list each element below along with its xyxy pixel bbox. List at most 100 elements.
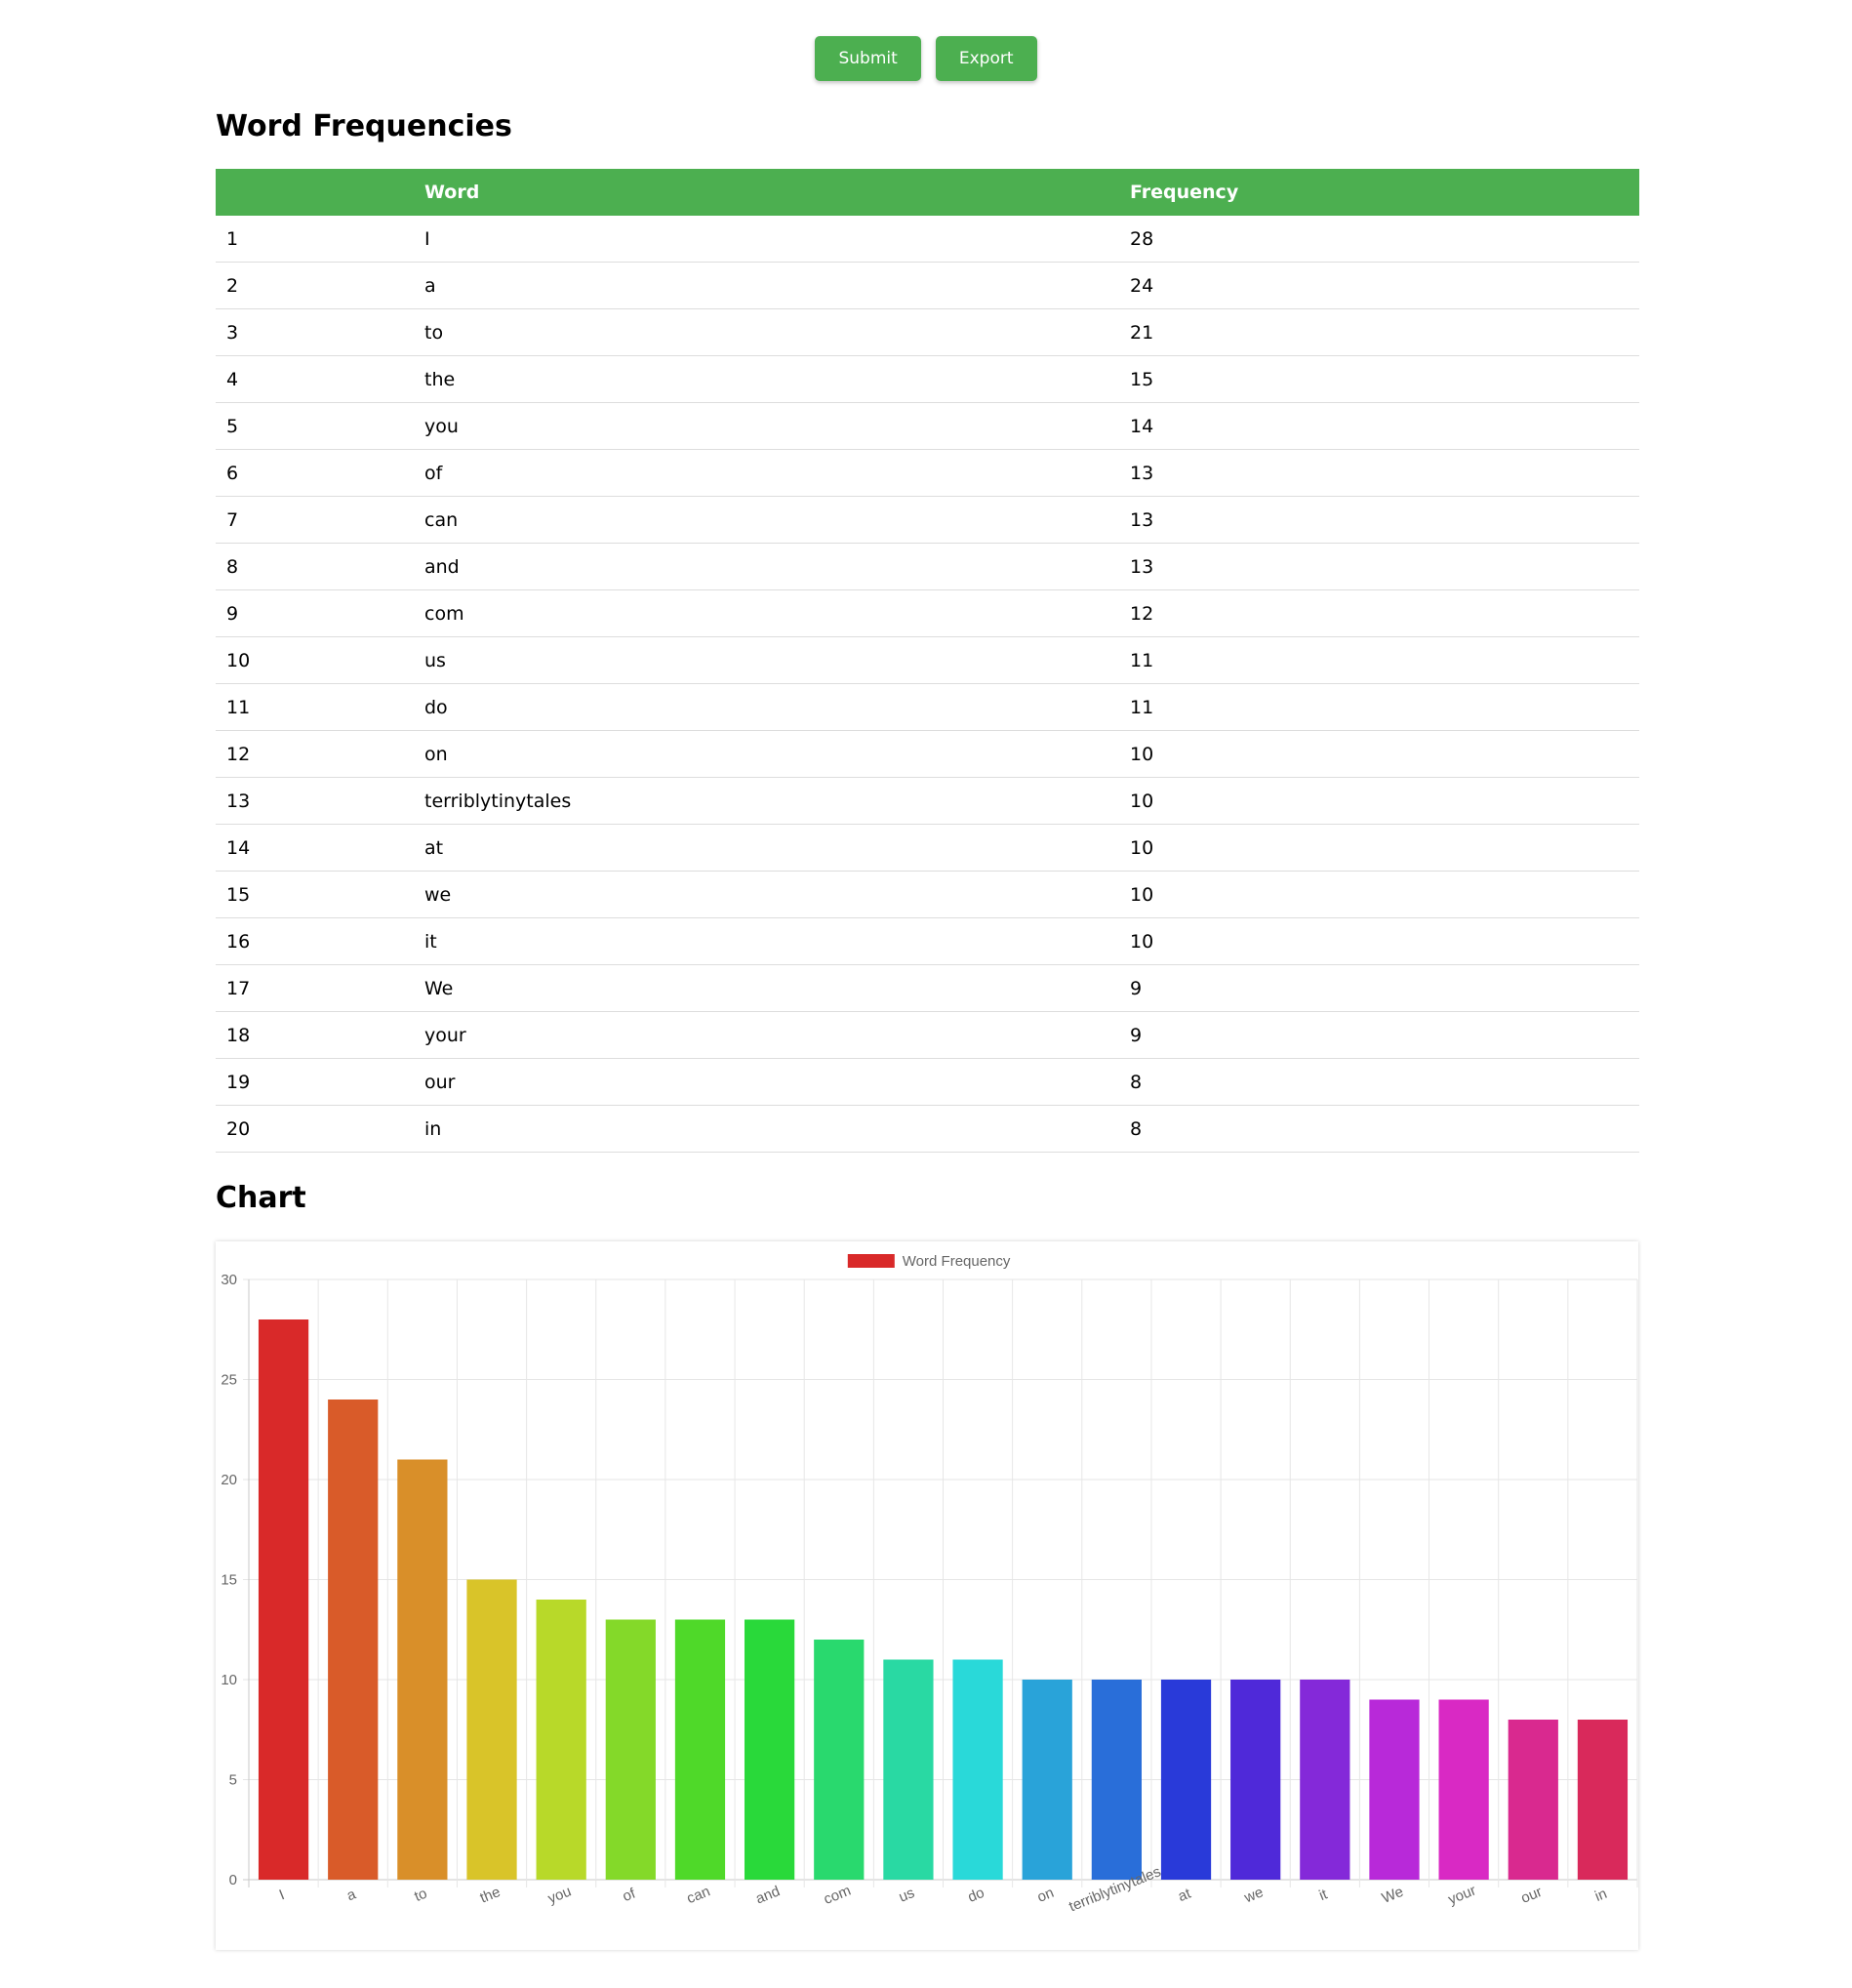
word-cell: at (414, 824, 1119, 872)
rank-cell: 14 (216, 824, 414, 872)
x-tick-label: a (344, 1886, 359, 1904)
x-tick-label: com (822, 1883, 854, 1908)
rank-cell: 6 (216, 449, 414, 497)
header-frequency: Frequency (1119, 169, 1639, 216)
word-cell: we (414, 871, 1119, 918)
x-tick-label: in (1592, 1886, 1609, 1905)
word-cell: com (414, 589, 1119, 637)
rank-cell: 20 (216, 1105, 414, 1153)
x-tick-label: can (684, 1883, 712, 1907)
y-tick-label: 10 (221, 1672, 237, 1688)
table-row: 16 it 10 (216, 917, 1639, 965)
y-tick-label: 0 (229, 1872, 237, 1888)
rank-cell: 10 (216, 636, 414, 684)
frequency-cell: 13 (1119, 449, 1639, 497)
rank-cell: 7 (216, 496, 414, 544)
table-row: 15 we 10 (216, 871, 1639, 918)
rank-cell: 4 (216, 355, 414, 403)
frequency-cell: 24 (1119, 262, 1639, 309)
word-cell: a (414, 262, 1119, 309)
frequency-cell: 10 (1119, 871, 1639, 918)
table-row: 8 and 13 (216, 543, 1639, 590)
frequency-cell: 8 (1119, 1058, 1639, 1106)
x-tick-label: We (1380, 1884, 1406, 1907)
y-tick-label: 25 (221, 1372, 237, 1389)
rank-cell: 15 (216, 871, 414, 918)
bar-and (745, 1619, 795, 1880)
legend-label: Word Frequency (903, 1253, 1011, 1270)
bar-the (466, 1579, 517, 1880)
header-word: Word (414, 169, 1119, 216)
submit-button[interactable]: Submit (815, 36, 921, 81)
frequency-cell: 11 (1119, 636, 1639, 684)
x-tick-label: on (1035, 1885, 1057, 1906)
table-row: 11 do 11 (216, 683, 1639, 731)
word-cell: it (414, 917, 1119, 965)
frequency-cell: 15 (1119, 355, 1639, 403)
x-tick-label: and (753, 1883, 783, 1907)
action-bar: Submit Export (0, 36, 1852, 83)
y-tick-label: 15 (221, 1572, 237, 1589)
rank-cell: 9 (216, 589, 414, 637)
bar-of (605, 1619, 656, 1880)
word-cell: I (414, 216, 1119, 263)
bar-do (952, 1659, 1003, 1880)
y-tick-label: 20 (221, 1472, 237, 1488)
word-cell: and (414, 543, 1119, 590)
table-row: 17 We 9 (216, 964, 1639, 1012)
word-cell: terriblytinytales (414, 777, 1119, 825)
frequency-cell: 14 (1119, 402, 1639, 450)
rank-cell: 13 (216, 777, 414, 825)
rank-cell: 8 (216, 543, 414, 590)
header-rank (216, 169, 414, 216)
rank-cell: 2 (216, 262, 414, 309)
table-body: 1 I 28 2 a 24 3 to 21 4 the 15 5 you 14 6 of 13 7 can 13 8 and… (216, 216, 1639, 1153)
x-tick-label: our (1518, 1884, 1544, 1907)
rank-cell: 3 (216, 308, 414, 356)
word-cell: do (414, 683, 1119, 731)
legend-swatch (847, 1254, 895, 1268)
word-cell: you (414, 402, 1119, 450)
chart-heading: Chart (216, 1181, 306, 1215)
x-tick-label: I (277, 1887, 287, 1903)
table-header-row: Word Frequency (216, 169, 1639, 216)
bar-we (1369, 1699, 1420, 1880)
word-cell: our (414, 1058, 1119, 1106)
x-tick-label: at (1176, 1885, 1194, 1905)
export-button[interactable]: Export (935, 36, 1037, 81)
bar-us (883, 1659, 934, 1880)
word-cell: the (414, 355, 1119, 403)
word-cell: us (414, 636, 1119, 684)
rank-cell: 12 (216, 730, 414, 778)
word-cell: your (414, 1011, 1119, 1059)
x-tick-label: you (545, 1883, 574, 1907)
bar-our (1508, 1720, 1558, 1880)
rank-cell: 16 (216, 917, 414, 965)
word-frequency-table: Word Frequency 1 I 28 2 a 24 3 to 21 4 the 15 5 you 14… (216, 169, 1639, 1153)
bar-we (1230, 1680, 1281, 1880)
x-tick-label: of (621, 1885, 639, 1905)
word-cell: of (414, 449, 1119, 497)
table-row: 2 a 24 (216, 262, 1639, 309)
x-tick-label: the (477, 1884, 503, 1907)
table-row: 10 us 11 (216, 636, 1639, 684)
x-tick-label: do (965, 1885, 986, 1906)
frequency-cell: 9 (1119, 964, 1639, 1012)
bar-your (1438, 1699, 1489, 1880)
table-row: 9 com 12 (216, 589, 1639, 637)
frequency-cell: 10 (1119, 777, 1639, 825)
table-row: 3 to 21 (216, 308, 1639, 356)
y-tick-label: 30 (221, 1272, 237, 1288)
table-row: 18 your 9 (216, 1011, 1639, 1059)
word-cell: to (414, 308, 1119, 356)
table-row: 20 in 8 (216, 1105, 1639, 1153)
x-tick-label: us (897, 1885, 917, 1906)
bar-it (1300, 1680, 1350, 1880)
table-row: 12 on 10 (216, 730, 1639, 778)
frequency-cell: 12 (1119, 589, 1639, 637)
frequency-cell: 21 (1119, 308, 1639, 356)
table-row: 5 you 14 (216, 402, 1639, 450)
frequency-cell: 10 (1119, 730, 1639, 778)
